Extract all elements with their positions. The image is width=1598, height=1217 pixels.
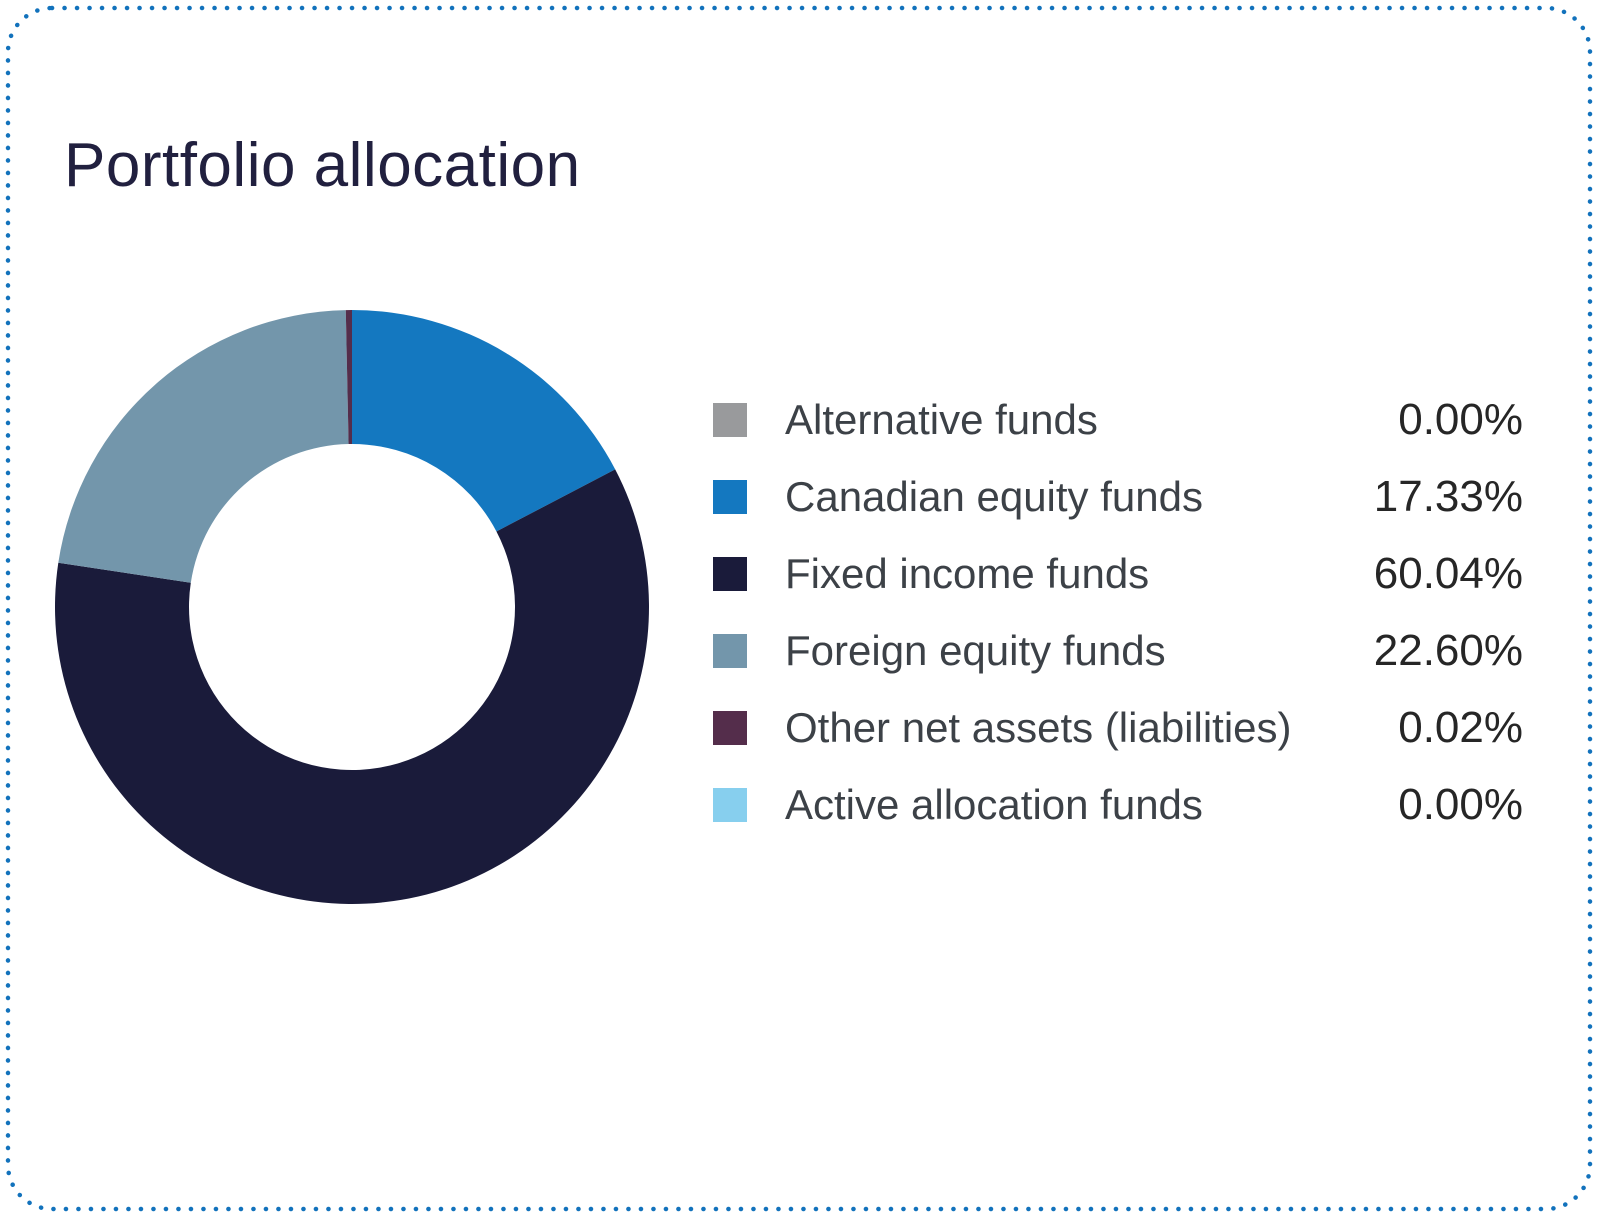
legend-item-canadian-equity-funds[interactable]: Canadian equity funds 17.33% xyxy=(713,458,1523,535)
legend-item-other-net-assets-liabilities[interactable]: Other net assets (liabilities) 0.02% xyxy=(713,689,1523,766)
legend: Alternative funds 0.00% Canadian equity fu… xyxy=(713,381,1523,843)
legend-label: Foreign equity funds xyxy=(785,626,1166,674)
legend-item-fixed-income-funds[interactable]: Fixed income funds 60.04% xyxy=(713,535,1523,612)
legend-swatch xyxy=(713,479,747,514)
legend-swatch xyxy=(713,787,747,822)
legend-value: 0.02% xyxy=(1398,702,1523,752)
legend-item-alternative-funds[interactable]: Alternative funds 0.00% xyxy=(713,381,1523,458)
donut-slice-foreign-equity-funds[interactable] xyxy=(58,310,349,583)
legend-value: 60.04% xyxy=(1373,548,1523,598)
legend-swatch xyxy=(713,556,747,591)
legend-item-active-allocation-funds[interactable]: Active allocation funds 0.00% xyxy=(713,766,1523,843)
legend-label: Fixed income funds xyxy=(785,549,1150,597)
donut-slice-other-net-assets-liabilities[interactable] xyxy=(345,310,352,445)
legend-value: 22.60% xyxy=(1373,625,1523,675)
donut-chart xyxy=(55,310,650,904)
legend-swatch xyxy=(713,710,747,745)
legend-label: Active allocation funds xyxy=(785,780,1203,828)
legend-value: 0.00% xyxy=(1398,779,1523,829)
legend-label: Other net assets (liabilities) xyxy=(785,703,1292,751)
legend-item-foreign-equity-funds[interactable]: Foreign equity funds 22.60% xyxy=(713,612,1523,689)
legend-label: Alternative funds xyxy=(785,395,1098,443)
legend-value: 0.00% xyxy=(1398,394,1523,444)
chart-title: Portfolio allocation xyxy=(64,131,581,200)
legend-swatch xyxy=(713,633,747,668)
legend-swatch xyxy=(713,402,747,437)
donut-slice-fixed-income-funds[interactable] xyxy=(55,469,650,904)
donut-slice-canadian-equity-funds[interactable] xyxy=(352,310,616,532)
legend-value: 17.33% xyxy=(1373,471,1523,521)
legend-label: Canadian equity funds xyxy=(785,472,1203,520)
